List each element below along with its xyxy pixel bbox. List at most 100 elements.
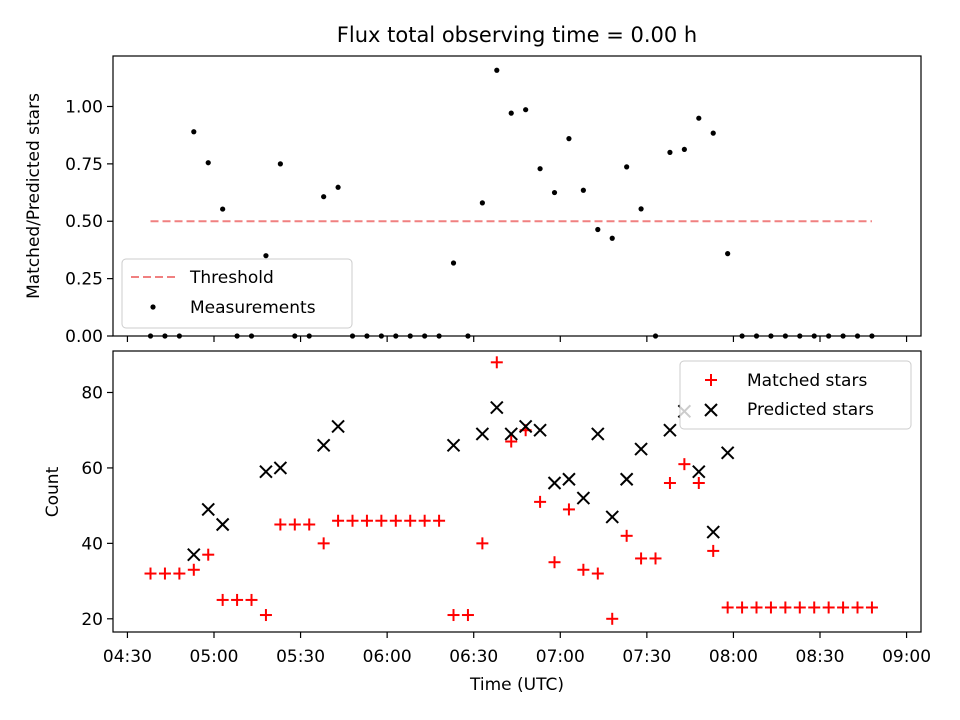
predicted-star-point (619, 472, 634, 486)
ratio-y-axis-label: Matched/Predicted stars (24, 93, 44, 299)
measurement-point (508, 110, 514, 116)
matched-legend-label: Matched stars (747, 371, 867, 391)
count-x-axis: 04:30 05:00 05:30 06:00 06:30 07:00 07:30 08:00… (103, 632, 931, 667)
measurement-point (537, 166, 543, 172)
matched-star-point (808, 601, 821, 614)
count-x-tick-label: 05:00 (190, 647, 239, 667)
count-x-tick-label: 06:30 (449, 647, 498, 667)
matched-star-point (793, 601, 806, 614)
measurement-point (638, 206, 644, 212)
measurement-point (523, 107, 529, 113)
count-panel-frame (112, 350, 922, 633)
measurements-legend-swatch (150, 304, 156, 310)
ratio-legend: Threshold Measurements (121, 258, 353, 329)
matched-star-point (707, 544, 720, 557)
predicted-star-point (446, 438, 461, 453)
matched-star-point (635, 552, 648, 565)
ratio-panel-frame (112, 55, 922, 337)
predicted-star-point (490, 400, 504, 415)
matched-star-point (505, 435, 518, 448)
ratio-y-tick-label: 0.00 (65, 327, 103, 347)
measurement-point (551, 189, 558, 196)
predicted-legend-swatch (704, 403, 718, 417)
predicted-star-point (273, 461, 288, 475)
ratio-y-axis: 0.00 0.25 0.50 0.75 1.00 (65, 97, 113, 347)
measurement-point (609, 235, 615, 241)
matched-star-point (663, 477, 676, 490)
matched-star-point (721, 601, 734, 614)
matched-star-point (591, 567, 604, 580)
matched-star-point (750, 601, 763, 614)
matched-star-point (375, 514, 388, 527)
matched-star-point (476, 537, 489, 550)
count-x-tick-label: 07:30 (622, 647, 671, 667)
count-y-tick-label: 20 (81, 610, 103, 630)
measurement-point (710, 130, 716, 136)
matched-star-point (678, 458, 691, 471)
measurement-point (263, 253, 269, 259)
measurement-point (566, 136, 572, 142)
measurement-point (277, 161, 283, 167)
count-marks (144, 356, 878, 625)
matched-star-point (187, 563, 200, 576)
matched-star-point (577, 563, 590, 576)
count-x-tick-label: 08:30 (796, 647, 845, 667)
ratio-y-tick-label: 1.00 (65, 97, 103, 117)
matched-star-point (620, 529, 633, 542)
measurement-point (696, 115, 702, 121)
matched-star-point (490, 356, 503, 369)
measurement-point (681, 146, 687, 153)
predicted-star-point (187, 547, 201, 562)
predicted-star-point (215, 517, 230, 532)
matched-star-point (837, 601, 850, 614)
matched-star-point (534, 495, 547, 508)
matched-star-point (447, 609, 460, 622)
matched-star-point (144, 567, 157, 580)
count-x-tick-label: 07:00 (536, 647, 585, 667)
predicted-star-point (576, 491, 591, 505)
matched-star-point (764, 601, 777, 614)
measurement-point (479, 200, 485, 206)
predicted-star-point (720, 446, 735, 460)
measurement-point (494, 67, 500, 73)
matched-star-point (548, 556, 561, 569)
count-legend: Matched stars Predicted stars (679, 360, 912, 430)
predicted-star-point (475, 427, 490, 441)
ratio-x-ticks (126, 336, 908, 342)
matched-star-point (562, 503, 575, 516)
count-y-axis: 20 40 60 80 (81, 383, 113, 630)
predicted-star-point (634, 442, 648, 456)
measurement-point (624, 164, 630, 170)
ratio-panel: 0.00 0.25 0.50 0.75 1.00 Matched/Predicted s… (24, 55, 922, 347)
matched-star-point (389, 514, 402, 527)
matched-star-point (332, 514, 345, 527)
predicted-star-point (562, 472, 576, 486)
matched-star-point (433, 514, 446, 527)
predicted-star-point (518, 419, 533, 434)
ratio-y-tick-label: 0.75 (65, 155, 103, 175)
matched-star-point (649, 552, 662, 565)
count-y-tick-label: 80 (81, 383, 103, 403)
count-legend-box (679, 360, 912, 430)
measurements-legend-label: Measurements (190, 298, 316, 318)
matched-star-point (259, 609, 272, 622)
threshold-legend-label: Threshold (189, 268, 274, 288)
matched-star-point (851, 601, 864, 614)
matched-star-point (461, 609, 474, 622)
measurement-point (205, 160, 211, 166)
x-axis-label: Time (UTC) (469, 675, 564, 695)
count-x-tick-label: 06:00 (363, 647, 412, 667)
measurement-point (580, 187, 586, 193)
predicted-star-point (201, 502, 215, 517)
count-x-tick-label: 08:00 (709, 647, 758, 667)
measurement-point (191, 129, 197, 135)
matched-star-point (736, 601, 749, 614)
predicted-star-point (663, 423, 677, 437)
count-y-axis-label: Count (43, 466, 63, 517)
matched-star-point (418, 514, 431, 527)
matched-star-point (779, 601, 792, 614)
matched-star-point (822, 601, 835, 614)
measurement-point (450, 260, 457, 266)
